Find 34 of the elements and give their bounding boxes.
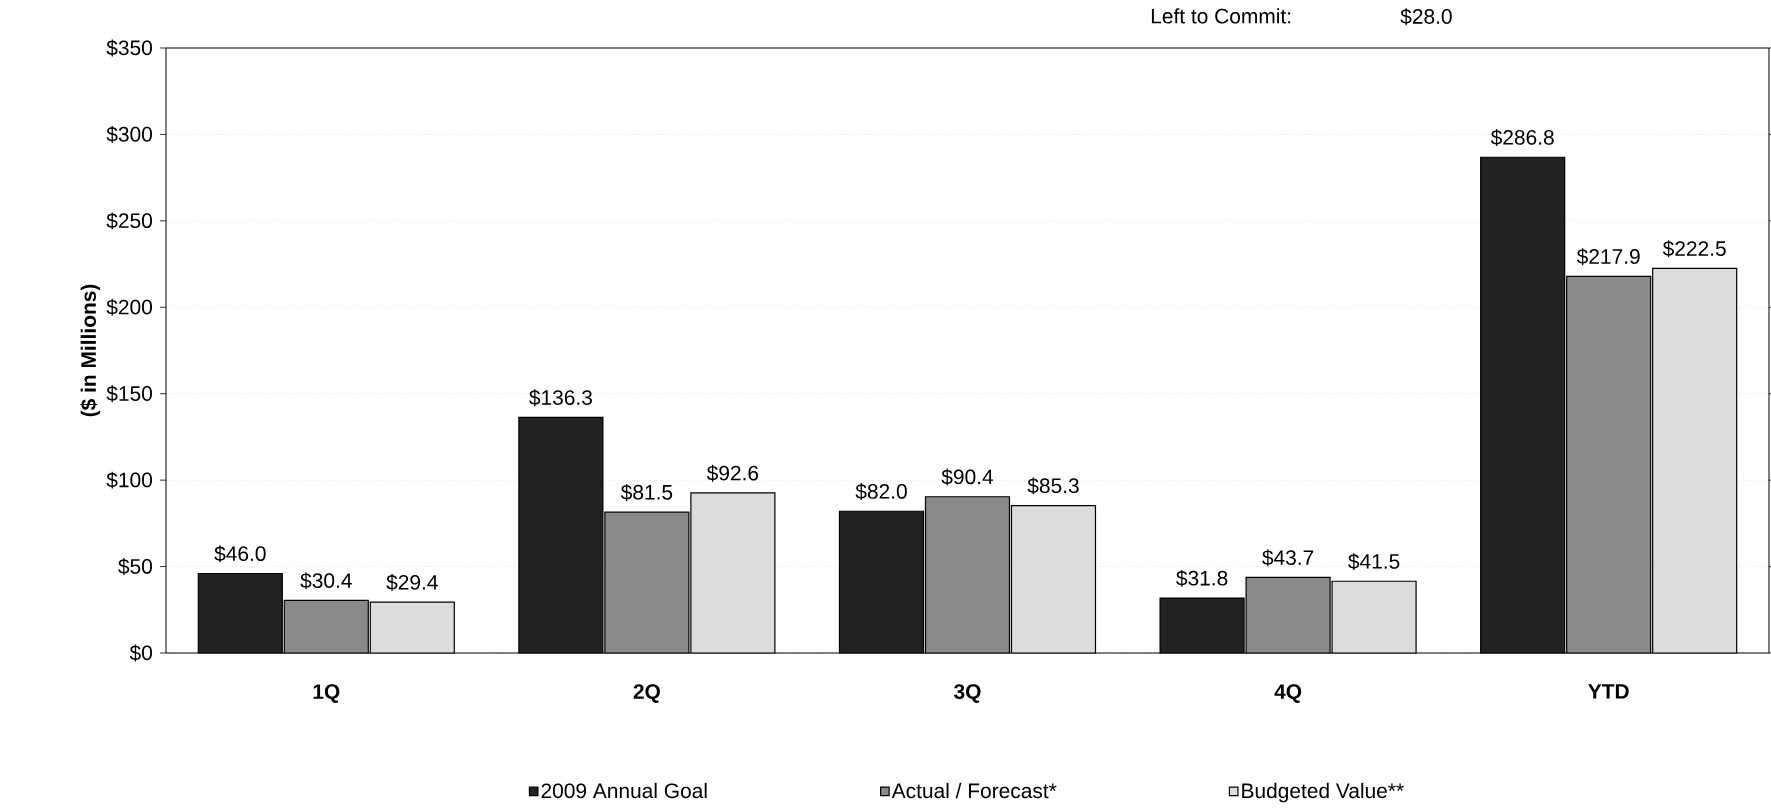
data-label: $43.7 — [1262, 549, 1314, 567]
legend-label: Actual / Forecast* — [891, 782, 1057, 799]
data-label: $90.4 — [941, 468, 994, 486]
x-tick-label: 4Q — [1274, 684, 1302, 703]
x-tick-label: 3Q — [954, 684, 981, 703]
x-tick-label: 2Q — [633, 684, 660, 703]
data-label: $31.8 — [1176, 569, 1228, 587]
y-tick-label: $200 — [106, 298, 152, 316]
y-axis-title: ($ in Millions) — [80, 284, 101, 417]
y-tick-label: $100 — [106, 471, 152, 489]
data-label: $286.8 — [1490, 129, 1554, 147]
data-label: $136.3 — [529, 389, 592, 407]
data-label: $217.9 — [1576, 248, 1640, 266]
data-label: $81.5 — [620, 483, 673, 501]
y-tick-label: $300 — [106, 125, 152, 143]
data-label: $41.5 — [1348, 553, 1400, 571]
legend-label: Budgeted Value** — [1242, 782, 1404, 803]
data-label: $30.4 — [300, 572, 352, 590]
y-tick-label: $250 — [106, 212, 152, 230]
y-tick-label: $150 — [106, 385, 152, 403]
data-label: $85.3 — [1027, 477, 1079, 495]
x-tick-label: YTD — [1588, 684, 1629, 699]
data-label: $46.0 — [214, 545, 266, 563]
text: Left to Commit: — [1151, 8, 1291, 24]
data-label: $82.0 — [855, 483, 907, 501]
legend-label: 2009 Annual Goal — [541, 782, 707, 799]
y-tick-label: $50 — [118, 558, 152, 576]
x-tick-label: 1Q — [313, 684, 340, 703]
data-label: $29.4 — [386, 574, 438, 591]
data-label: $92.6 — [706, 464, 759, 482]
data-label: $222.5 — [1662, 240, 1726, 258]
y-tick-label: $350 — [106, 39, 152, 57]
text: $28.0 — [1400, 8, 1452, 26]
y-tick-label: $0 — [129, 644, 152, 662]
